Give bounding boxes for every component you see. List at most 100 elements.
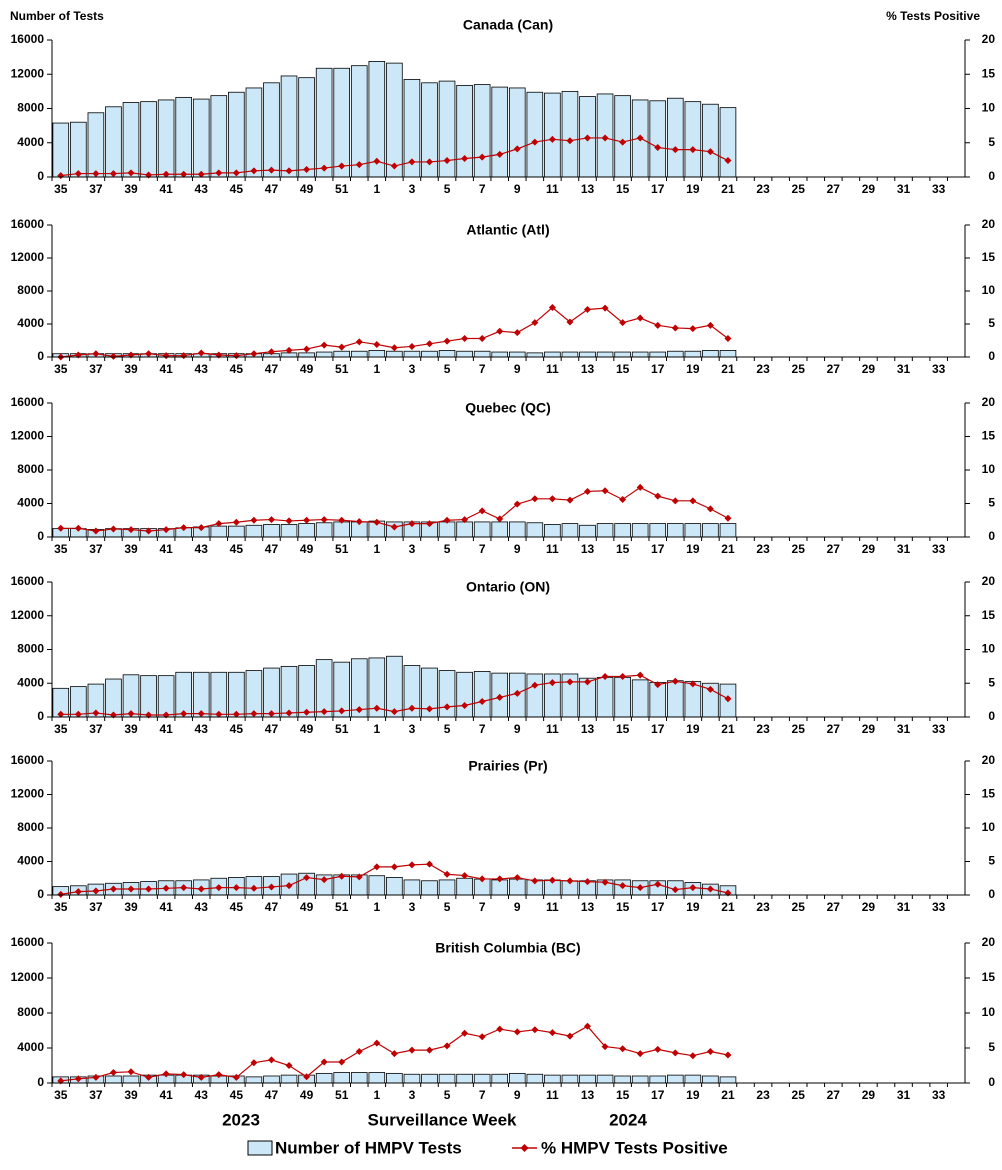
line-marker [513, 689, 521, 697]
y-tick-label: 0 [37, 349, 44, 363]
y2-tick-label: 0 [988, 349, 995, 363]
line-marker [338, 343, 346, 351]
x-tick-label: 27 [827, 362, 841, 376]
line-marker [566, 318, 574, 326]
line-marker [320, 341, 328, 349]
line-marker [425, 520, 433, 528]
x-tick-label: 5 [444, 362, 451, 376]
x-tick-label: 15 [616, 722, 630, 736]
bar [403, 1073, 421, 1084]
x-tick-label: 9 [514, 722, 521, 736]
legend-swatch [520, 1144, 529, 1152]
line-marker [408, 861, 416, 869]
line-marker [425, 705, 433, 713]
x-tick-label: 5 [444, 900, 451, 914]
line-marker [250, 710, 258, 718]
bar [210, 671, 228, 718]
bar [596, 1074, 614, 1084]
line-marker [601, 134, 609, 142]
line-marker [145, 527, 153, 535]
line-marker [531, 319, 539, 327]
line-marker [145, 350, 153, 358]
x-tick-label: 45 [230, 182, 244, 196]
x-tick-label: 31 [897, 1088, 911, 1102]
line-marker [109, 1069, 117, 1076]
x-tick-label: 5 [444, 1088, 451, 1102]
x-tick-label: 7 [479, 182, 486, 196]
x-tick-label: 49 [300, 1088, 314, 1102]
x-tick-label: 31 [897, 900, 911, 914]
bar [544, 351, 561, 358]
y2-tick-label: 20 [982, 395, 996, 409]
x-tick-label: 43 [195, 362, 209, 376]
x-tick-label: 17 [651, 182, 665, 196]
line-marker [127, 710, 135, 718]
line-marker [57, 710, 65, 718]
x-tick-label: 25 [792, 182, 806, 196]
y2-axis-title: % Tests Positive [886, 9, 980, 23]
line-marker [601, 1043, 609, 1051]
line-marker [162, 526, 170, 534]
line-marker [74, 170, 82, 178]
x-tick-label: 17 [651, 900, 665, 914]
line-marker [320, 164, 328, 172]
line-marker [461, 702, 469, 710]
line-marker [443, 157, 451, 165]
x-tick-label: 21 [721, 1088, 735, 1102]
y2-tick-label: 15 [982, 429, 996, 443]
x-tick-label: 25 [792, 1088, 806, 1102]
bar [280, 524, 298, 538]
line-marker [496, 515, 504, 523]
x-tick-label: 33 [932, 900, 946, 914]
y2-tick-label: 0 [988, 169, 995, 183]
x-tick-label: 13 [581, 1088, 595, 1102]
y2-tick-label: 20 [982, 217, 996, 231]
x-tick-label: 13 [581, 900, 595, 914]
x-tick-label: 7 [479, 542, 486, 556]
line-marker [619, 319, 627, 327]
bar [368, 875, 386, 896]
bar [719, 523, 737, 538]
bar [298, 523, 315, 538]
line-marker [408, 520, 416, 528]
y-tick-label: 0 [37, 529, 44, 543]
line-marker [109, 885, 117, 893]
bar [508, 521, 526, 538]
line-marker [109, 170, 117, 178]
bar [491, 521, 509, 538]
x-tick-label: 51 [335, 1088, 349, 1102]
panel-title: Ontario (ON) [466, 579, 550, 595]
x-tick-label: 41 [159, 900, 173, 914]
x-tick-label: 33 [932, 542, 946, 556]
line-marker [548, 495, 556, 503]
x-tick-label: 41 [159, 722, 173, 736]
x-tick-label: 19 [686, 900, 700, 914]
line-marker [373, 340, 381, 348]
x-tick-label: 15 [616, 182, 630, 196]
x-tick-label: 31 [897, 362, 911, 376]
line-marker [109, 525, 117, 533]
bar [614, 523, 631, 538]
bar [386, 877, 403, 896]
line-marker [671, 324, 679, 332]
line-marker [57, 524, 65, 532]
line-marker [408, 704, 416, 712]
line-marker [250, 167, 258, 175]
bar [386, 62, 403, 178]
line-marker [601, 487, 609, 495]
line-marker [232, 1073, 240, 1081]
legend-label: Number of HMPV Tests [275, 1138, 462, 1157]
bar [263, 82, 280, 178]
line-marker [355, 706, 363, 714]
line-marker [250, 1059, 258, 1067]
line-marker [724, 695, 732, 703]
bar [631, 1075, 649, 1084]
x-tick-label: 45 [230, 362, 244, 376]
bar [719, 349, 737, 358]
line-marker [162, 884, 170, 892]
line-marker [285, 167, 293, 175]
y-tick-label: 4000 [17, 496, 44, 510]
line-marker [548, 135, 556, 143]
line-marker [74, 710, 82, 718]
line-marker [390, 344, 398, 352]
